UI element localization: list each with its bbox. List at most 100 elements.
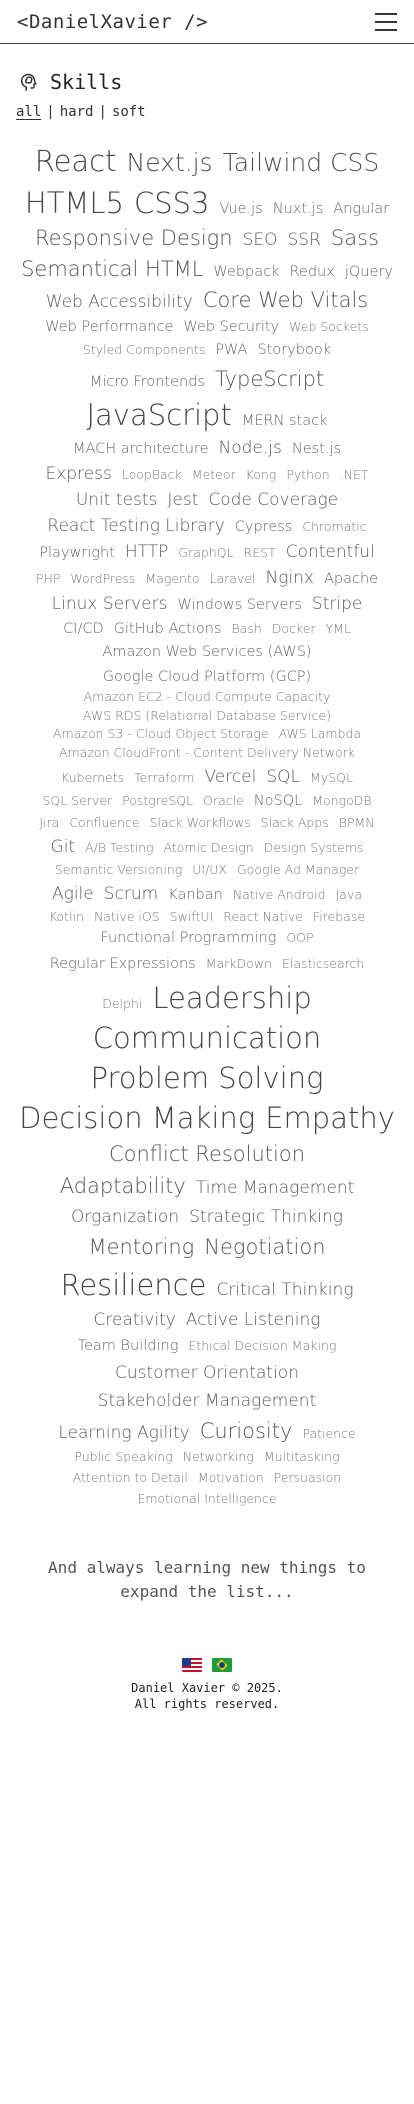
site-header: <DanielXavier />	[0, 0, 414, 44]
skill-tag: OOP	[286, 930, 314, 946]
skill-tag: React	[34, 144, 117, 178]
skill-tag: Problem Solving	[90, 1061, 324, 1096]
skill-tag: Ethical Decision Making	[188, 1338, 337, 1354]
skill-tag: Kanban	[168, 886, 223, 903]
skill-tag: Agile	[51, 883, 94, 904]
skill-tag: Functional Programming	[100, 930, 277, 947]
skill-tag: Google Cloud Platform (GCP)	[102, 668, 312, 685]
skill-tag: Design Systems	[263, 839, 364, 855]
skill-tag: Customer Orientation	[115, 1363, 299, 1384]
skill-tag: Critical Thinking	[216, 1279, 354, 1300]
skill-tag: jQuery	[344, 264, 393, 281]
skill-tag: Leadership	[152, 980, 312, 1015]
skill-tag: SEO	[242, 230, 278, 251]
skill-tag: CI/CD	[63, 620, 104, 637]
skill-tag: YML	[325, 620, 351, 636]
skill-tag: REST	[243, 545, 276, 561]
skill-tag: Native Android	[232, 886, 326, 902]
skill-tag: Windows Servers	[177, 597, 302, 614]
skill-tag: Slack Workflows	[149, 815, 251, 831]
skill-tag: SSR	[287, 230, 321, 251]
skill-tag: Chromatic	[302, 519, 367, 535]
skill-tag: Redux	[289, 264, 335, 281]
skill-tag: Mentoring	[88, 1235, 195, 1260]
skill-tag: GitHub Actions	[113, 620, 222, 637]
skill-tag: SQL	[266, 766, 301, 787]
skill-tag: Team Building	[77, 1338, 179, 1355]
skill-tag: Adaptability	[59, 1174, 186, 1199]
skill-tag: React Native	[223, 908, 303, 924]
skill-tag: React Testing Library	[47, 516, 225, 537]
skill-tag: SwiftUI	[169, 908, 214, 924]
skills-title: Skills	[50, 70, 123, 94]
skill-tag: Responsive Design	[35, 226, 233, 251]
skill-tag: Kotlin	[48, 908, 84, 924]
us-flag-icon[interactable]	[182, 1658, 202, 1673]
skill-tag: Slack Apps	[260, 815, 329, 831]
skill-tag: Web Security	[183, 318, 280, 335]
skill-tag: Amazon EC2 - Cloud Compute Capacity	[83, 688, 331, 704]
skill-tag: Multitasking	[263, 1449, 340, 1465]
skill-tag: Resilience	[60, 1267, 207, 1302]
skill-tag: Styled Components	[82, 341, 206, 357]
skill-tag: Scrum	[103, 883, 159, 904]
skill-tag: Delphi	[102, 995, 143, 1011]
skill-tag: Conflict Resolution	[108, 1141, 306, 1166]
skill-tag: HTML5	[24, 186, 124, 221]
skill-tag: JavaScript	[86, 397, 232, 432]
hamburger-icon[interactable]	[375, 12, 397, 31]
skills-heading: Skills	[18, 70, 414, 94]
brazil-flag-icon[interactable]	[212, 1658, 232, 1673]
skill-tag: Unit tests	[75, 490, 158, 511]
skill-tag: Native iOS	[93, 908, 160, 924]
skill-tag: Nest.js	[291, 440, 342, 457]
skill-tag: Stakeholder Management	[97, 1391, 317, 1412]
skill-tag: Networking	[182, 1449, 254, 1465]
skill-tag: Stripe	[311, 594, 363, 615]
skill-tag: Micro Frontends	[89, 373, 206, 390]
skill-tag: Creativity	[93, 1310, 176, 1331]
skill-tag: Elasticsearch	[281, 955, 365, 971]
skill-tag: Public Speaking	[74, 1449, 173, 1465]
skill-tag: Learning Agility	[58, 1423, 190, 1444]
skill-tag: Cypress	[234, 519, 293, 536]
skill-tag: Confluence	[69, 815, 140, 831]
skill-tag: Nginx	[265, 568, 314, 589]
skill-tag: Amazon CloudFront - Content Delivery Net…	[58, 745, 355, 761]
filter-hard[interactable]: hard	[59, 104, 94, 120]
copyright-line: All rights reserved.	[134, 1697, 280, 1712]
filter-separator: |	[46, 104, 55, 120]
skill-tag: Web Performance	[45, 318, 174, 335]
skill-tag: Emotional Intelligence	[137, 1490, 277, 1506]
skill-tag: Python	[286, 467, 330, 483]
site-logo[interactable]: <DanielXavier />	[17, 10, 209, 33]
skill-tag: Laravel	[209, 571, 256, 587]
skill-tag: MongoDB	[312, 792, 372, 808]
skill-tag: Next.js	[126, 148, 213, 177]
filter-soft[interactable]: soft	[111, 104, 146, 120]
skill-tag: MarkDown	[205, 955, 272, 971]
skill-tag: Webpack	[213, 264, 280, 281]
skill-tag: PHP	[35, 571, 61, 587]
skill-tag: Java	[335, 886, 362, 902]
skill-tag: Contentful	[285, 542, 375, 563]
skill-tag: Web Accessibility	[45, 291, 193, 312]
skill-tag: MERN stack	[241, 412, 328, 429]
skill-tag: Communication	[92, 1020, 322, 1055]
skill-tag: Web Sockets	[289, 318, 369, 334]
copyright: Daniel Xavier © 2025. All rights reserve…	[0, 1680, 414, 1712]
skill-tag: Playwright	[39, 545, 115, 562]
skill-tag: SQL Server	[42, 792, 113, 808]
skill-tag: Decision Making	[19, 1101, 256, 1136]
skill-tag: Firebase	[312, 908, 366, 924]
skill-tag: Git	[50, 836, 76, 857]
skill-tag: Google Ad Manager	[237, 861, 360, 877]
skill-tag: MySQL	[310, 769, 353, 785]
filter-separator: |	[98, 104, 107, 120]
filter-all[interactable]: all	[16, 104, 42, 120]
skill-tag: NoSQL	[253, 792, 303, 809]
skill-tag: PWA	[215, 341, 248, 358]
skill-tag: Amazon S3 - Cloud Object Storage	[52, 726, 269, 742]
skill-tag: Kong	[245, 467, 277, 483]
skill-tag: CSS3	[133, 186, 210, 221]
